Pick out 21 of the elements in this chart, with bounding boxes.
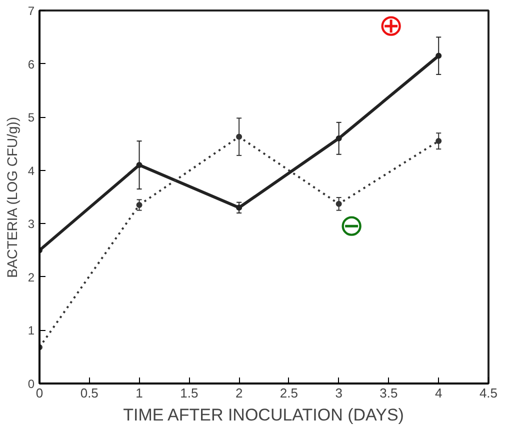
y-tick-label: 5 [28,110,35,125]
x-tick-label: 2.5 [280,386,298,400]
y-axis-title: BACTERIA (LOG CFU/g)) [4,116,20,278]
x-tick-label: 1.5 [180,386,198,400]
series-label: ⊕ [378,9,404,42]
x-tick-label: 4 [434,386,442,400]
x-axis-title: TIME AFTER INOCULATION (DAYS) [123,406,404,424]
y-tick-label: 1 [28,324,35,338]
x-tick-label: 4.5 [479,386,498,400]
series-label: ⊖ [338,209,364,242]
x-tick-label: 1 [136,386,143,400]
y-tick-label: 6 [28,57,35,72]
x-tick-label: 0.5 [80,386,98,400]
y-tick-label: 3 [28,217,35,232]
x-tick-label: 3.5 [380,386,398,400]
y-tick-label: 7 [28,4,35,18]
y-tick-label: 4 [28,164,35,178]
x-tick-label: 2 [235,386,243,400]
y-tick-label: 2 [28,270,35,284]
y-tick-label: 0 [28,377,35,391]
x-tick-label: 3 [335,386,342,400]
